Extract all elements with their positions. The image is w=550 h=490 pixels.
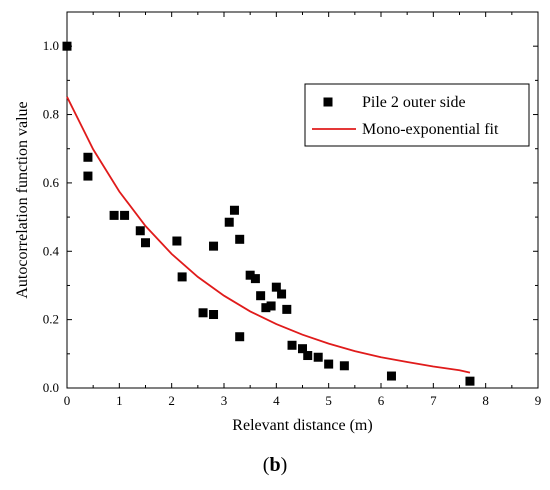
data-point bbox=[209, 241, 219, 251]
data-point bbox=[235, 234, 245, 244]
data-point bbox=[245, 270, 255, 280]
data-point bbox=[271, 282, 281, 292]
x-tick-label: 0 bbox=[64, 393, 71, 408]
panel-label: (b) bbox=[0, 454, 550, 477]
y-tick-label: 0.0 bbox=[43, 380, 59, 395]
data-point bbox=[229, 205, 239, 215]
data-point bbox=[135, 226, 145, 236]
data-point bbox=[261, 303, 271, 313]
panel-label-open: ( bbox=[262, 454, 270, 476]
data-point bbox=[224, 217, 234, 227]
data-point bbox=[250, 274, 260, 284]
data-point bbox=[120, 210, 130, 220]
y-tick-label: 1.0 bbox=[43, 38, 59, 53]
data-point bbox=[198, 308, 208, 318]
data-point bbox=[277, 289, 287, 299]
data-point bbox=[282, 304, 292, 314]
data-point bbox=[386, 371, 396, 381]
data-point bbox=[313, 352, 323, 362]
data-point bbox=[172, 236, 182, 246]
x-tick-label: 9 bbox=[535, 393, 542, 408]
x-tick-label: 5 bbox=[325, 393, 332, 408]
fit-line bbox=[66, 96, 471, 374]
y-tick-label: 0.8 bbox=[43, 107, 59, 122]
x-tick-label: 7 bbox=[430, 393, 437, 408]
data-point bbox=[83, 171, 93, 181]
x-axis-title: Relevant distance (m) bbox=[232, 417, 372, 434]
data-point bbox=[266, 301, 276, 311]
x-tick-label: 2 bbox=[168, 393, 175, 408]
y-tick-label: 0.2 bbox=[43, 312, 59, 327]
data-point bbox=[339, 361, 349, 371]
x-tick-label: 1 bbox=[116, 393, 123, 408]
data-point bbox=[287, 340, 297, 350]
data-point bbox=[209, 310, 219, 320]
data-point bbox=[256, 291, 266, 301]
x-tick-label: 8 bbox=[482, 393, 489, 408]
data-point bbox=[465, 376, 475, 386]
legend-box bbox=[304, 83, 530, 147]
legend-label: Mono-exponential fit bbox=[362, 121, 499, 138]
data-point bbox=[109, 210, 119, 220]
y-tick-label: 0.4 bbox=[43, 243, 60, 258]
legend-marker-square bbox=[323, 97, 333, 107]
data-point bbox=[235, 332, 245, 342]
data-point bbox=[324, 359, 334, 369]
x-tick-label: 6 bbox=[378, 393, 385, 408]
legend-label: Pile 2 outer side bbox=[362, 94, 466, 111]
data-point bbox=[303, 351, 313, 361]
panel-label-letter: b bbox=[269, 454, 281, 476]
y-axis-title: Autocorrelation function value bbox=[14, 101, 31, 298]
x-tick-label: 4 bbox=[273, 393, 280, 408]
data-point bbox=[177, 272, 187, 282]
x-tick-label: 3 bbox=[221, 393, 228, 408]
data-point bbox=[62, 41, 72, 51]
data-point bbox=[298, 344, 307, 354]
y-tick-label: 0.6 bbox=[43, 175, 60, 190]
plot-frame bbox=[66, 11, 539, 389]
panel-label-close: ) bbox=[280, 454, 288, 476]
data-point bbox=[83, 152, 93, 162]
data-point bbox=[141, 238, 150, 248]
